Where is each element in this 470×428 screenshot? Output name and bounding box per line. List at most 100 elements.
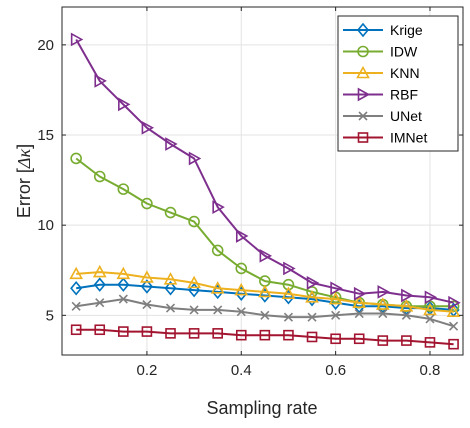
data-point-rbf <box>235 229 249 243</box>
data-point-imnet <box>235 329 247 341</box>
data-point-knn <box>234 282 249 296</box>
marker-stroke <box>71 301 81 311</box>
x-tick-label: 0.8 <box>420 362 441 379</box>
legend-marker-idw <box>357 45 369 58</box>
legend-entry-unet: UNet <box>343 108 422 124</box>
series-line-idw <box>75 157 454 308</box>
data-point-rbf <box>188 151 202 166</box>
data-point-rbf <box>330 281 343 296</box>
data-point-imnet <box>401 335 412 346</box>
data-point-imnet <box>448 338 459 350</box>
data-point-knn <box>116 266 131 280</box>
marker-stroke <box>213 305 223 315</box>
marker-stroke <box>189 305 199 315</box>
data-point-idw <box>235 262 248 275</box>
x-tick-label: 0.2 <box>136 362 157 379</box>
legend-label-rbf: RBF <box>390 87 418 103</box>
data-point-rbf <box>141 120 155 135</box>
marker-stroke <box>165 303 176 313</box>
data-point-unet <box>354 308 364 319</box>
data-point-imnet <box>424 337 436 348</box>
data-point-unet <box>331 310 341 320</box>
data-point-krige <box>70 281 83 296</box>
data-point-imnet <box>165 328 176 339</box>
data-point-imnet <box>118 326 129 337</box>
data-point-knn <box>258 284 272 298</box>
legend-marker-knn <box>356 65 370 79</box>
data-point-rbf <box>165 137 178 151</box>
legend-entry-rbf: RBF <box>343 87 418 103</box>
series-knn <box>69 264 461 318</box>
data-point-imnet <box>377 335 389 346</box>
x-axis-title: Sampling rate <box>206 398 317 418</box>
data-point-unet <box>213 305 223 315</box>
data-point-idw <box>164 206 177 219</box>
data-point-unet <box>307 312 317 322</box>
plot-frame <box>61 6 464 356</box>
data-point-krige <box>93 277 106 292</box>
data-point-idw <box>93 170 106 183</box>
data-point-unet <box>236 307 246 317</box>
data-point-idw <box>117 183 130 195</box>
data-point-imnet <box>353 333 365 345</box>
data-point-rbf <box>118 97 131 112</box>
series-line-unet <box>76 298 454 328</box>
series-unet <box>71 294 459 331</box>
data-point-imnet <box>306 331 318 343</box>
x-tick-label: 0.6 <box>325 362 346 379</box>
y-tick-label: 10 <box>37 217 54 234</box>
y-tick-label: 15 <box>37 127 54 144</box>
data-point-idw <box>424 300 436 313</box>
data-point-rbf <box>448 295 461 310</box>
data-point-knn <box>140 270 154 283</box>
legend-label-unet: UNet <box>390 108 422 124</box>
marker-stroke <box>95 298 105 308</box>
ticks: 0.2 0.4 0.6 0.8 5 10 15 20 <box>37 7 463 379</box>
y-tick-label: 5 <box>46 307 54 324</box>
data-point-knn <box>328 291 343 305</box>
data-point-knn <box>375 297 390 310</box>
legend-label-krige: Krige <box>390 22 423 38</box>
marker-stroke <box>283 312 294 322</box>
legend-entry-imnet: IMNet <box>343 130 427 146</box>
marker-stroke <box>307 312 317 322</box>
data-point-knn <box>399 299 414 312</box>
data-point-knn <box>352 295 367 309</box>
y-axis-title-suffix: ] <box>14 144 34 149</box>
legend-entry-knn: KNN <box>343 65 420 81</box>
data-point-idw <box>188 215 200 228</box>
data-point-idw <box>211 244 224 257</box>
data-point-rbf <box>377 285 390 299</box>
data-point-imnet <box>70 324 82 336</box>
legend-entry-idw: IDW <box>343 44 418 60</box>
legend-marker-rbf <box>357 87 371 102</box>
data-point-unet <box>165 303 176 313</box>
data-point-rbf <box>353 286 367 301</box>
data-point-knn <box>423 302 437 316</box>
data-point-knn <box>69 266 84 280</box>
marker-stroke <box>118 294 128 304</box>
data-point-rbf <box>283 261 296 276</box>
legend-marker-imnet <box>357 132 369 143</box>
data-point-unet <box>260 310 270 320</box>
marker-stroke <box>401 310 411 320</box>
series-line-krige <box>76 283 454 311</box>
data-point-rbf <box>70 32 84 47</box>
data-point-unet <box>71 301 81 311</box>
data-point-unet <box>142 299 152 310</box>
data-point-imnet <box>283 329 294 341</box>
legend-marker-krige <box>356 22 370 38</box>
data-point-unet <box>283 312 294 322</box>
data-point-krige <box>117 277 130 292</box>
data-point-knn <box>163 272 178 285</box>
data-point-imnet <box>259 329 271 341</box>
data-point-unet <box>189 305 199 315</box>
marker-stroke <box>358 111 368 121</box>
data-point-knn <box>187 275 201 289</box>
y-tick-label: 20 <box>37 37 54 54</box>
data-point-knn <box>92 264 107 278</box>
series-line-knn <box>76 271 454 313</box>
series-rbf <box>70 32 461 310</box>
marker-stroke <box>260 310 270 320</box>
x-tick-label: 0.4 <box>231 362 252 379</box>
